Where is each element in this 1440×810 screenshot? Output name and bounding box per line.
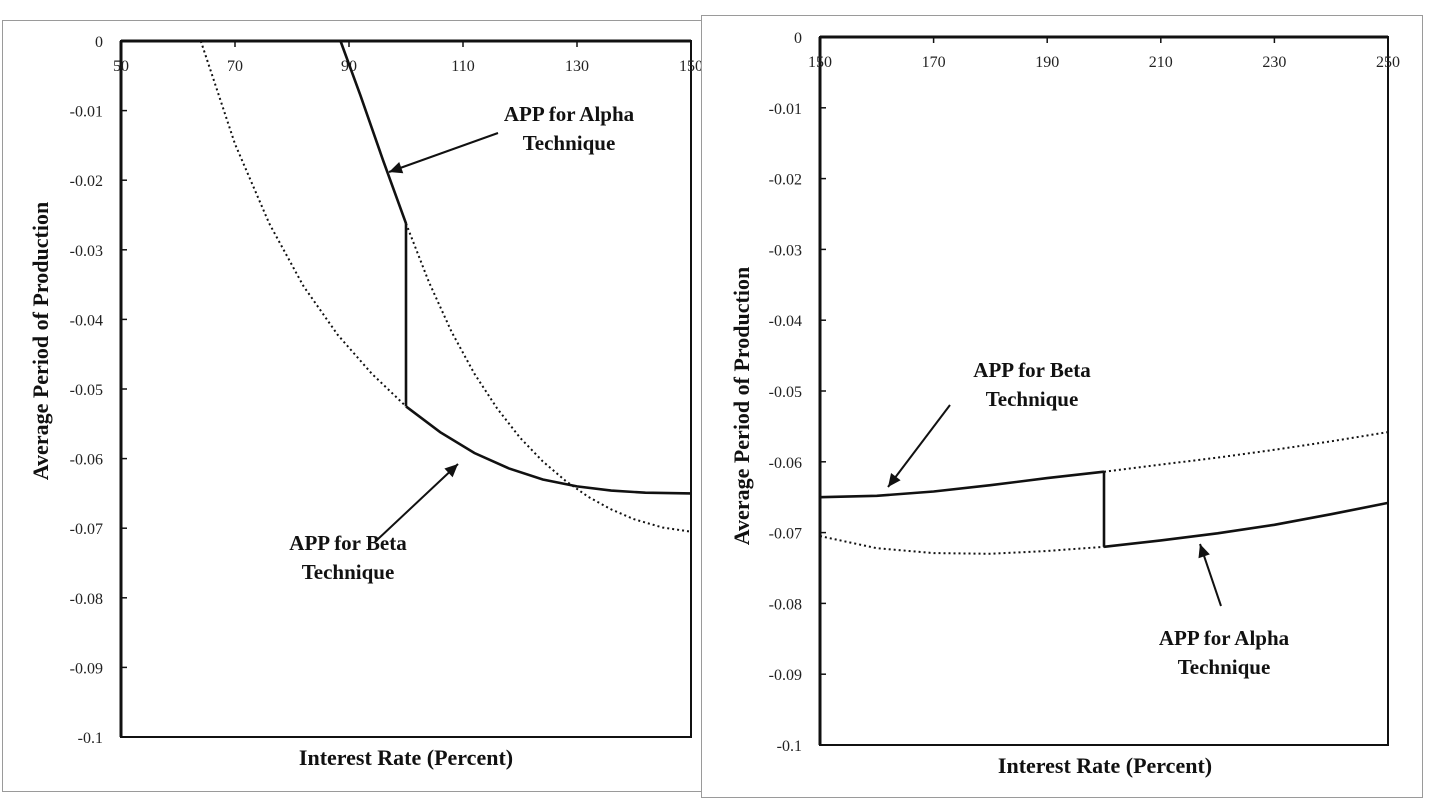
y-tick-label: -0.04: [70, 312, 103, 329]
annotation-arrow-head: [444, 464, 458, 478]
series-alpha-solid-line: [339, 40, 408, 224]
x-tick-label: 110: [451, 58, 474, 75]
x-axis-title: Interest Rate (Percent): [299, 745, 513, 770]
beta-annotation-line2: Technique: [986, 387, 1079, 411]
y-tick-label: -0.03: [70, 243, 103, 260]
curves: [819, 431, 1389, 555]
right-chart: 150 170 190 210 230 250 0 -0.01 -0.02 -0.03 -0.04…: [729, 30, 1400, 778]
x-tick-label: 210: [1149, 54, 1173, 71]
annotation-arrow-head: [1198, 544, 1210, 559]
x-tick-label: 150: [808, 54, 832, 71]
series-beta-dotted-line: [199, 40, 407, 408]
y-tick-label: -0.08: [70, 591, 103, 608]
y-tick-label: 0: [95, 34, 103, 51]
left-chart: 50 70 90 110 130 150 0-0.01-0.02-0.03-0.04-0.…: [28, 34, 703, 770]
x-tick-label: 230: [1262, 54, 1286, 71]
alpha-annotation-line1: APP for Alpha: [504, 102, 635, 126]
y-tick-label: -0.1: [78, 730, 103, 747]
y-tick-label: -0.05: [70, 382, 103, 399]
x-tick-label: 250: [1376, 54, 1400, 71]
y-tick-labels: 0 -0.01 -0.02 -0.03 -0.04 -0.05 -0.06 -0.07 -0.0…: [70, 34, 127, 747]
alpha-annotation-line1: APP for Alpha: [1159, 626, 1290, 650]
x-tick-label: 170: [922, 54, 946, 71]
annotation-arrow-shaft: [887, 404, 951, 488]
y-tick-label: -0.02: [769, 172, 802, 189]
y-tick-label: -0.07: [70, 521, 103, 538]
annotation-arrows: [376, 132, 499, 541]
y-tick-label: -0.09: [769, 667, 802, 684]
y-axis-title: Average Period of Production: [729, 267, 754, 545]
x-tick-label: 70: [227, 58, 243, 75]
y-tick-label: -0.01: [70, 104, 103, 121]
annotation-arrows: [887, 404, 1222, 607]
y-tick-label: -0.07: [769, 526, 802, 543]
y-tick-label: 0: [794, 30, 802, 47]
curves: [199, 40, 692, 533]
y-tick-label: -0.02: [70, 173, 103, 190]
alpha-annotation-line2: Technique: [1178, 655, 1271, 679]
y-tick-label: -0.06: [769, 455, 802, 472]
series-alpha-dotted-line: [405, 223, 692, 533]
right-chart-panel: 150 170 190 210 230 250 0 -0.01 -0.02 -0.03 -0.04…: [701, 15, 1423, 798]
y-tick-label: -0.03: [769, 242, 802, 259]
y-axis-title: Average Period of Production: [28, 202, 53, 480]
y-tick-label: -0.01: [769, 101, 802, 118]
annotation-arrow-head: [888, 473, 901, 487]
series-alpha-dotted-line: [819, 535, 1105, 555]
annotation-arrow-head: [389, 161, 404, 174]
x-tick-labels: 150 170 190 210 230 250: [808, 37, 1400, 71]
y-tick-label: -0.05: [769, 384, 802, 401]
plot-frame: [818, 35, 1389, 746]
x-axis-title: Interest Rate (Percent): [998, 753, 1212, 778]
alpha-annotation-line2: Technique: [523, 131, 616, 155]
annotation-arrow-shaft: [376, 463, 459, 541]
series-beta-solid-line: [405, 405, 692, 495]
left-chart-panel: 50 70 90 110 130 150 0 -0.01 -0.02 -0.03 -0.04 -0.…: [2, 20, 726, 792]
y-tick-label: -0.09: [70, 660, 103, 677]
x-tick-label: 50: [113, 58, 129, 75]
annotation-arrow-shaft: [388, 132, 499, 173]
x-tick-labels: 50 70 90 110 130 150: [113, 41, 703, 75]
series-beta-solid-line: [819, 470, 1105, 499]
y-tick-label: -0.1: [777, 738, 802, 755]
y-tick-labels: 0 -0.01 -0.02 -0.03 -0.04 -0.05 -0.06 -0.07 -0.0…: [769, 30, 826, 755]
y-tick-label: -0.06: [70, 452, 103, 469]
x-tick-label: 130: [565, 58, 589, 75]
series-alpha-solid-line: [1103, 501, 1389, 549]
beta-annotation-line1: APP for Beta: [973, 358, 1091, 382]
plot-area-frame: [819, 36, 1389, 746]
series-beta-dotted-line: [1103, 431, 1389, 473]
x-tick-label: 150: [679, 58, 703, 75]
x-tick-label: 190: [1035, 54, 1059, 71]
y-tick-label: -0.04: [769, 313, 802, 330]
y-tick-label: -0.08: [769, 596, 802, 613]
beta-annotation-line2: Technique: [302, 560, 395, 584]
beta-annotation-line1: APP for Beta: [289, 531, 407, 555]
